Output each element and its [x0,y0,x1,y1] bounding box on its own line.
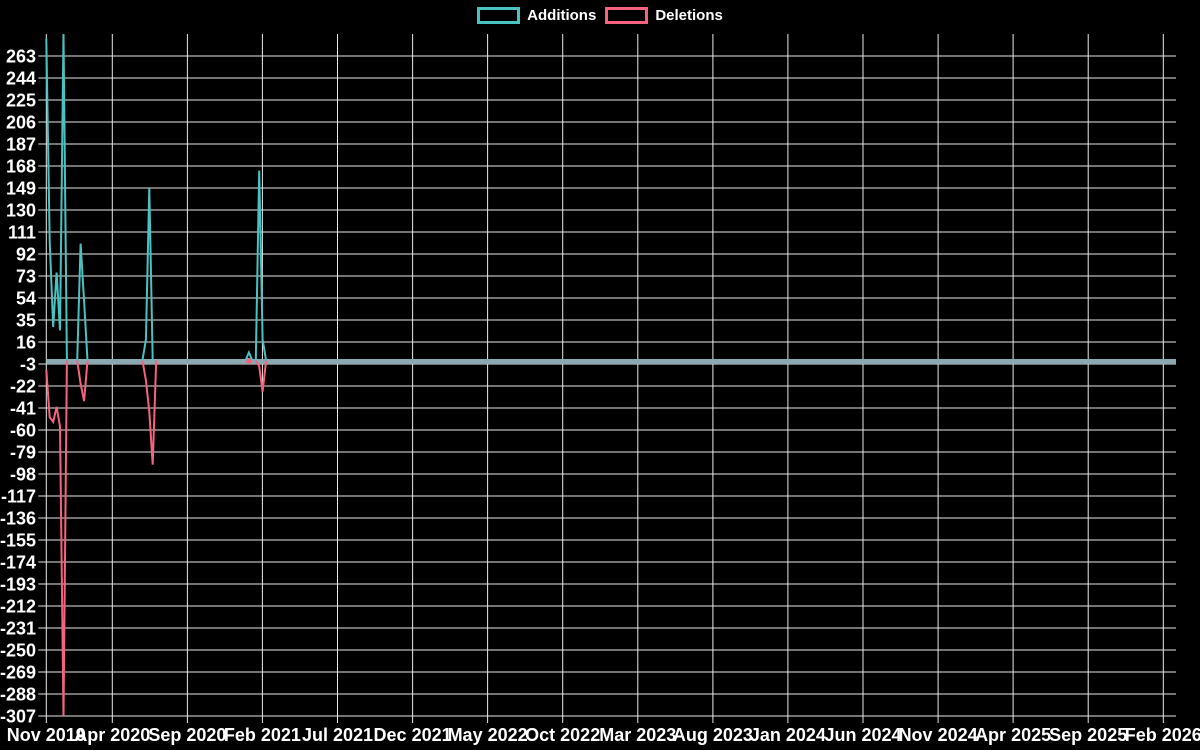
chart-legend: Additions Deletions [0,7,1200,24]
y-tick-label: -136 [0,509,36,529]
additions-line [45,33,68,361]
y-tick-label: 73 [16,267,36,287]
additions-legend-label: Additions [527,7,597,24]
y-tick-label: 111 [8,223,36,243]
y-tick-label: -250 [0,641,36,661]
y-tick-label: -117 [1,487,36,507]
x-tick-label: Mar 2023 [599,725,676,745]
x-tick-label: Jan 2024 [750,725,826,745]
y-tick-label: 187 [6,135,36,155]
x-tick-label: Nov 2024 [899,725,978,745]
legend-item-deletions[interactable]: Deletions [605,7,723,24]
deletions-line [254,359,268,392]
additions-line [244,349,254,361]
x-tick-label: Jun 2024 [824,725,901,745]
x-tick-label: Apr 2020 [74,725,150,745]
deletions-line [244,359,253,365]
y-tick-label: -288 [0,685,36,705]
y-tick-label: 149 [6,179,36,199]
y-tick-label: 130 [6,201,36,221]
y-tick-label: -155 [0,531,36,551]
deletions-line [76,360,89,402]
x-tick-label: Feb 2021 [224,725,301,745]
deletions-line [45,360,68,717]
y-tick-label: -22 [10,377,36,397]
x-tick-label: May 2022 [448,725,528,745]
y-tick-label: 244 [6,69,36,89]
x-tick-label: Feb 2026 [1125,725,1200,745]
additions-line [141,187,154,361]
y-tick-label: -269 [0,663,36,683]
y-tick-label: -307 [0,707,36,727]
y-tick-label: 16 [16,333,36,353]
x-tick-label: Jul 2021 [302,725,373,745]
y-tick-label: -193 [0,575,36,595]
legend-item-additions[interactable]: Additions [477,7,596,24]
y-tick-label: -79 [10,443,36,463]
deletions-line [141,360,158,465]
deletions-point-marker [246,358,252,364]
deletions-legend-label: Deletions [655,7,723,24]
deletions-swatch-icon [605,7,649,24]
y-tick-label: -41 [10,399,36,419]
x-tick-label: Nov 2019 [7,725,86,745]
y-tick-label: 225 [6,91,36,111]
y-tick-label: -98 [10,465,36,485]
x-tick-label: Dec 2021 [374,725,452,745]
x-tick-label: Oct 2022 [525,725,600,745]
y-tick-label: 263 [6,47,36,67]
y-tick-label: 54 [16,289,36,309]
y-tick-label: -231 [0,619,36,639]
y-tick-label: 168 [6,157,36,177]
y-tick-label: 206 [6,113,36,133]
x-tick-label: Aug 2023 [673,725,753,745]
y-tick-label: 92 [16,245,36,265]
x-tick-label: Sep 2020 [148,725,226,745]
y-tick-label: -3 [20,355,36,375]
x-tick-label: Sep 2025 [1049,725,1127,745]
x-tick-label: Apr 2025 [975,725,1051,745]
y-tick-label: -60 [10,421,36,441]
additions-swatch-icon [477,7,521,24]
y-tick-label: -174 [0,553,36,573]
additions-line [76,243,89,361]
y-tick-label: 35 [16,311,36,331]
y-tick-label: -212 [0,597,36,617]
additions-line [254,170,268,361]
